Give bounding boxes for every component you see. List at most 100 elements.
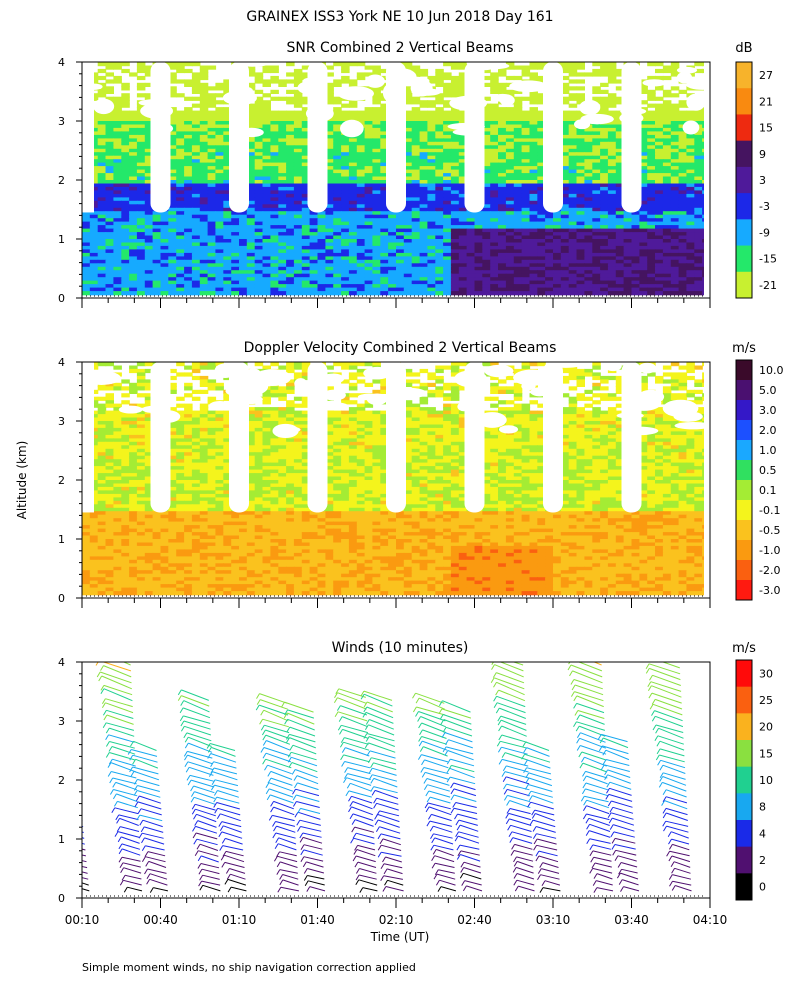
field-cell bbox=[411, 207, 421, 212]
field-cell bbox=[215, 82, 224, 87]
field-cell bbox=[286, 266, 295, 271]
field-cell bbox=[694, 176, 703, 181]
field-cell bbox=[521, 121, 531, 126]
field-cell bbox=[262, 287, 271, 292]
mask-patch bbox=[449, 95, 488, 111]
field-cell bbox=[199, 103, 209, 108]
field-cell bbox=[615, 214, 625, 219]
field-cell bbox=[686, 141, 695, 146]
field-cell bbox=[286, 159, 295, 164]
field-cell bbox=[623, 242, 633, 247]
field-cell bbox=[97, 82, 107, 87]
field-cell bbox=[686, 114, 695, 119]
field-cell bbox=[262, 245, 271, 251]
field-cell bbox=[553, 256, 562, 261]
field-cell bbox=[293, 245, 303, 251]
field-cell bbox=[576, 114, 585, 119]
field-cell bbox=[254, 173, 264, 178]
field-cell bbox=[176, 291, 185, 296]
field-cell bbox=[529, 162, 538, 167]
field-cell bbox=[293, 96, 303, 101]
field-cell bbox=[443, 225, 452, 230]
field-cell bbox=[113, 110, 122, 115]
field-cell bbox=[129, 263, 138, 268]
field-cell bbox=[537, 93, 546, 98]
field-cell bbox=[97, 204, 107, 209]
field-cell bbox=[270, 148, 279, 153]
field-cell bbox=[592, 291, 601, 296]
field-cell bbox=[443, 180, 452, 185]
field-cell bbox=[223, 284, 232, 289]
field-cell bbox=[144, 211, 154, 216]
field-cell bbox=[325, 270, 334, 275]
field-cell bbox=[207, 152, 217, 157]
field-cell bbox=[199, 159, 209, 164]
field-cell bbox=[262, 68, 271, 74]
field-cell bbox=[450, 287, 460, 292]
field-cell bbox=[490, 259, 499, 264]
field-cell bbox=[176, 270, 185, 275]
field-cell bbox=[607, 159, 617, 164]
field-cell bbox=[223, 121, 232, 126]
field-cell bbox=[435, 245, 444, 251]
field-cell bbox=[364, 117, 374, 122]
field-cell bbox=[419, 277, 429, 282]
field-cell bbox=[333, 96, 342, 101]
field-cell bbox=[537, 173, 546, 178]
field-cell bbox=[278, 291, 287, 296]
field-cell bbox=[647, 166, 656, 171]
field-cell bbox=[529, 200, 538, 205]
field-cell bbox=[184, 152, 193, 157]
field-cell bbox=[513, 121, 523, 126]
field-cell bbox=[97, 207, 107, 212]
field-cell bbox=[458, 211, 468, 216]
field-cell bbox=[694, 291, 703, 296]
field-cell bbox=[364, 121, 374, 126]
field-cell bbox=[286, 145, 295, 150]
field-cell bbox=[584, 190, 593, 195]
field-cell bbox=[270, 152, 279, 157]
field-cell bbox=[199, 263, 209, 268]
field-cell bbox=[521, 284, 531, 289]
field-cell bbox=[615, 145, 625, 150]
field-cell bbox=[231, 252, 240, 258]
field-cell bbox=[545, 249, 554, 254]
field-cell bbox=[105, 284, 114, 289]
field-cell bbox=[427, 284, 436, 289]
field-cell bbox=[584, 249, 593, 254]
field-cell bbox=[537, 221, 546, 226]
field-cell bbox=[105, 249, 114, 254]
field-cell bbox=[435, 162, 444, 167]
field-cell bbox=[388, 239, 397, 244]
field-cell bbox=[325, 131, 334, 136]
field-cell bbox=[262, 82, 271, 87]
field-cell bbox=[529, 263, 538, 268]
field-cell bbox=[199, 270, 209, 275]
field-cell bbox=[639, 245, 648, 251]
field-cell bbox=[113, 100, 122, 105]
field-cell bbox=[341, 166, 350, 171]
field-cell bbox=[521, 245, 531, 251]
field-cell bbox=[521, 159, 531, 164]
field-cell bbox=[136, 256, 146, 261]
field-cell bbox=[82, 266, 91, 271]
field-cell bbox=[223, 277, 232, 282]
field-cell bbox=[293, 180, 303, 185]
field-cell bbox=[490, 86, 499, 91]
field-cell bbox=[105, 186, 114, 192]
field-cell bbox=[246, 277, 256, 282]
field-cell bbox=[121, 291, 130, 296]
field-cell bbox=[380, 263, 389, 268]
field-cell bbox=[498, 155, 507, 160]
field-cell bbox=[529, 121, 538, 126]
field-cell bbox=[372, 89, 381, 94]
field-cell bbox=[537, 127, 546, 133]
field-cell bbox=[498, 200, 507, 205]
field-cell bbox=[647, 117, 656, 122]
field-cell bbox=[662, 270, 672, 275]
field-cell bbox=[686, 197, 695, 202]
field-cell bbox=[262, 107, 271, 112]
field-cell bbox=[262, 221, 271, 226]
field-cell bbox=[600, 180, 609, 185]
field-cell bbox=[584, 207, 593, 212]
